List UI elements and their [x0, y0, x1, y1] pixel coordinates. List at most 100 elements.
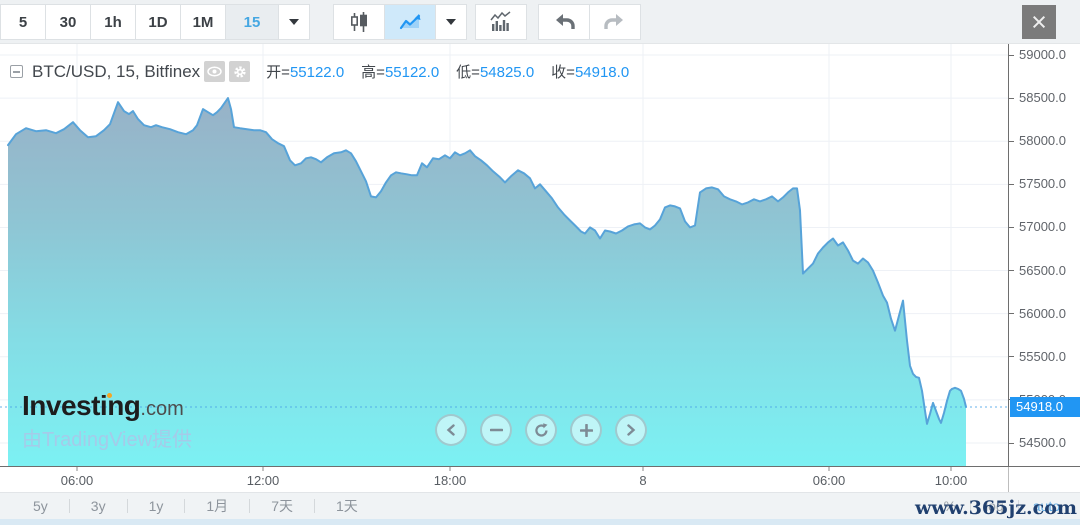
price-tick-mark: [1009, 356, 1014, 358]
last-price-tag: 54918.0: [1010, 396, 1080, 417]
candlestick-style-button[interactable]: [333, 4, 385, 40]
eye-icon: [207, 66, 222, 77]
price-tick-label: 57000.0: [1019, 219, 1066, 235]
separator: [68, 499, 70, 513]
price-tick-mark: [1009, 226, 1014, 228]
time-tick-mark: [950, 467, 952, 471]
interval-button-group: 5 30 1h 1D 1M 15: [0, 4, 310, 40]
price-area-series: [7, 97, 967, 466]
site-watermark: www.365jz.com: [914, 497, 1077, 519]
zoom-in-button[interactable]: [570, 414, 602, 446]
interval-dropdown-button[interactable]: [278, 4, 310, 40]
chart-style-group: [333, 4, 467, 40]
investing-tld-text: .com: [140, 398, 184, 420]
time-tick-mark: [828, 467, 830, 471]
investing-brand-text: Investing: [22, 390, 141, 421]
time-tick-mark: [76, 467, 78, 471]
undo-redo-group: [538, 4, 641, 40]
time-tick-mark: [642, 467, 644, 471]
tradingview-attribution: 由TradingView提供: [22, 429, 193, 451]
price-tick-label: 56000.0: [1019, 305, 1066, 321]
price-tick-mark: [1009, 442, 1014, 444]
legend-collapse-button[interactable]: [10, 65, 23, 78]
top-toolbar: 5 30 1h 1D 1M 15: [0, 0, 1080, 44]
range-button-3y[interactable]: 3y: [90, 498, 106, 514]
interval-button-30[interactable]: 30: [45, 4, 91, 40]
undo-icon: [552, 13, 576, 31]
area-style-button[interactable]: [384, 4, 436, 40]
price-tick-label: 58500.0: [1019, 90, 1066, 106]
price-tick-mark: [1009, 183, 1014, 185]
range-button-1y[interactable]: 1y: [148, 498, 164, 514]
range-button-1月[interactable]: 1月: [206, 498, 229, 514]
axis-corner-separator: [1008, 467, 1009, 493]
interval-button-1h[interactable]: 1h: [90, 4, 136, 40]
zoom-out-button[interactable]: [480, 414, 512, 446]
price-tick-label: 56500.0: [1019, 262, 1066, 278]
pan-left-button[interactable]: [435, 414, 467, 446]
style-dropdown-button[interactable]: [435, 4, 467, 40]
symbol-title: BTC/USD, 15, Bitfinex: [32, 61, 201, 81]
date-range-group: 5y 3y 1y 1月 7天 1天: [12, 493, 379, 519]
series-settings-button[interactable]: [229, 61, 251, 82]
interval-button-1D[interactable]: 1D: [135, 4, 181, 40]
price-tick-mark: [1009, 140, 1014, 142]
scale-option-log[interactable]: log: [985, 498, 1004, 514]
separator: [970, 499, 972, 513]
price-tick-mark: [1009, 97, 1014, 99]
pan-right-button[interactable]: [615, 414, 647, 446]
price-tick-label: 57500.0: [1019, 176, 1066, 192]
caret-down-icon: [446, 19, 456, 25]
price-tick-label: 59000.0: [1019, 47, 1066, 62]
bottom-toolbar: 5y 3y 1y 1月 7天 1天 % log auto: [0, 492, 1080, 519]
indicators-icon: [489, 11, 513, 33]
time-tick-label: 06:00: [60, 473, 94, 488]
time-axis[interactable]: 06:00 12:00 18:00 8 06:00 10:00: [0, 466, 1080, 493]
ohlc-readout: 开=55122.0 高=55122.0 低=54825.0 收=54918.0: [266, 61, 646, 82]
time-tick-label: 12:00: [246, 473, 280, 488]
time-tick-label: 10:00: [934, 473, 968, 488]
interval-button-15[interactable]: 15: [225, 4, 279, 40]
scale-options-group: % log auto: [930, 493, 1074, 519]
price-tick-mark: [1009, 270, 1014, 272]
range-button-1天[interactable]: 1天: [335, 498, 358, 514]
time-tick-mark: [262, 467, 264, 471]
chart-plot-area[interactable]: BTC/USD, 15, Bitfinex: [0, 44, 1008, 466]
separator: [313, 499, 315, 513]
range-button-7天[interactable]: 7天: [271, 498, 293, 514]
close-button[interactable]: ×: [1022, 5, 1056, 39]
range-button-5y[interactable]: 5y: [33, 498, 48, 514]
separator: [1017, 499, 1019, 513]
interval-button-5[interactable]: 5: [0, 4, 46, 40]
candlestick-icon: [348, 11, 370, 33]
ohlc-open: 开=55122.0: [266, 64, 345, 81]
separator: [249, 499, 251, 513]
visibility-toggle-button[interactable]: [204, 61, 226, 82]
plus-icon: [579, 423, 593, 437]
price-tick-mark: [1009, 313, 1014, 315]
undo-button[interactable]: [538, 4, 590, 40]
chart-nav-controls: [435, 414, 647, 446]
interval-button-1M[interactable]: 1M: [180, 4, 226, 40]
brand-orange-dot: [106, 393, 112, 398]
time-tick-mark: [449, 467, 451, 471]
minus-icon: [489, 428, 503, 432]
price-tick-label: 58000.0: [1019, 133, 1066, 149]
indicators-button[interactable]: [475, 4, 527, 40]
ohlc-high: 高=55122.0: [361, 64, 440, 81]
price-axis[interactable]: 54918.0 59000.0 58500.0 58000.0 57500.0 5700…: [1008, 44, 1080, 466]
redo-button[interactable]: [589, 4, 641, 40]
refresh-icon: [534, 422, 549, 438]
chevron-left-icon: [446, 424, 456, 436]
legend: BTC/USD, 15, Bitfinex: [10, 61, 646, 82]
reset-chart-button[interactable]: [525, 414, 557, 446]
time-tick-label: 18:00: [433, 473, 467, 488]
scale-option-auto[interactable]: auto: [1032, 498, 1060, 514]
chevron-right-icon: [626, 424, 636, 436]
ohlc-low: 低=54825.0: [456, 64, 535, 81]
price-tick-label: 55500.0: [1019, 348, 1066, 364]
gear-icon: [233, 65, 247, 79]
scale-option-%[interactable]: %: [943, 498, 957, 514]
investing-logo: Investing.com: [22, 392, 184, 420]
ohlc-close: 收=54918.0: [551, 64, 630, 81]
